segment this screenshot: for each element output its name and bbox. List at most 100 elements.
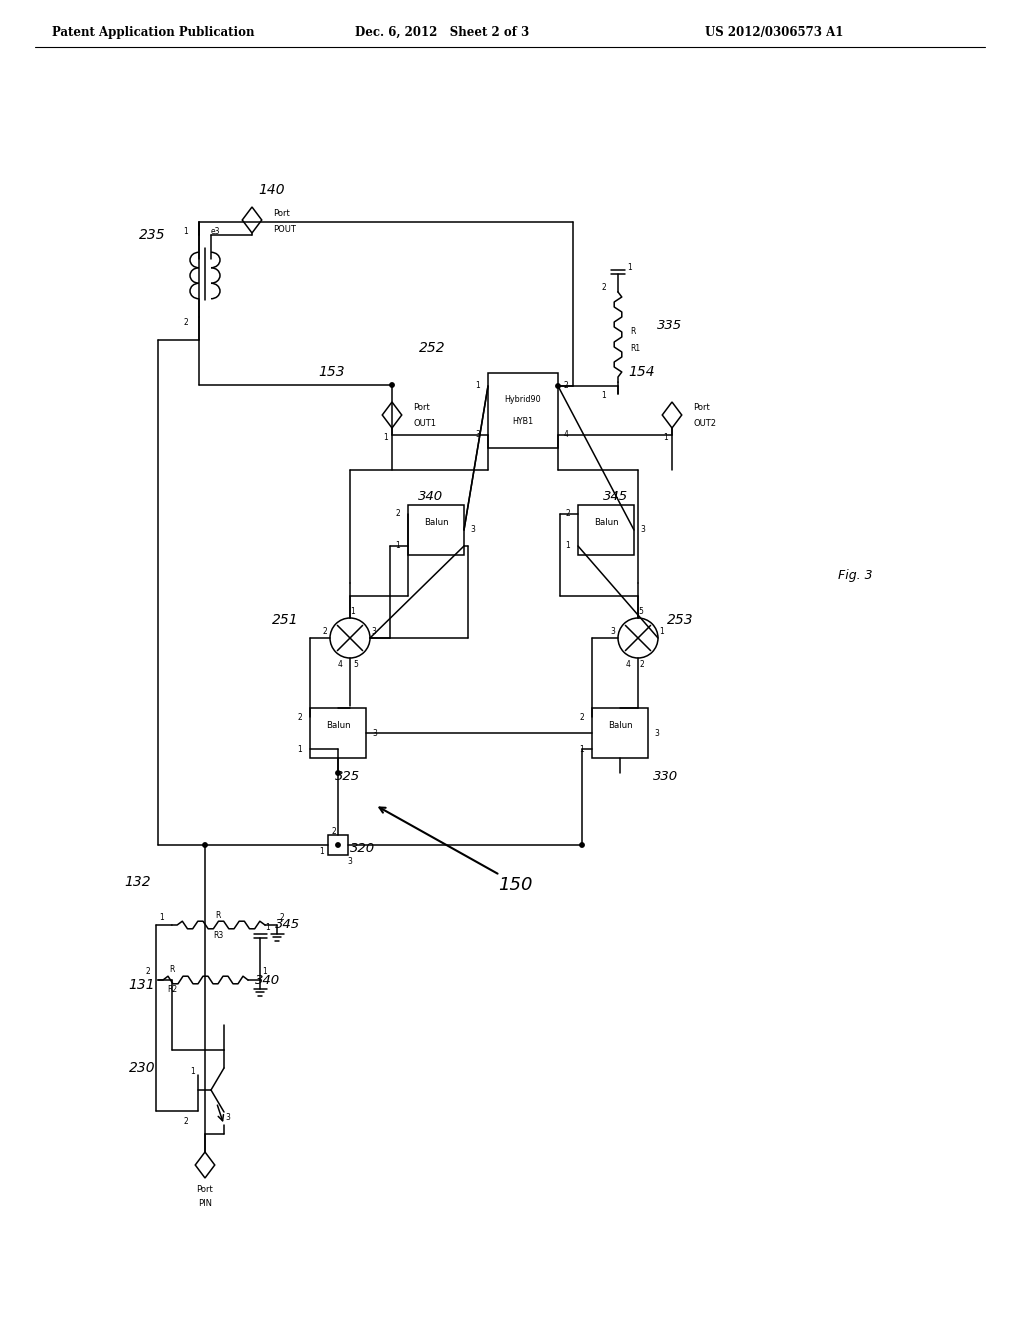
Text: 345: 345 bbox=[603, 491, 629, 503]
Text: Dec. 6, 2012   Sheet 2 of 3: Dec. 6, 2012 Sheet 2 of 3 bbox=[355, 26, 529, 40]
Text: 1: 1 bbox=[265, 924, 270, 932]
Text: 2: 2 bbox=[280, 912, 285, 921]
Text: 1: 1 bbox=[664, 433, 669, 441]
Bar bbox=[578, 506, 634, 554]
Circle shape bbox=[580, 842, 585, 847]
Text: 1: 1 bbox=[319, 846, 324, 855]
Text: R: R bbox=[215, 911, 221, 920]
Text: OUT1: OUT1 bbox=[413, 420, 436, 429]
Text: 1: 1 bbox=[395, 541, 400, 550]
Text: 3: 3 bbox=[372, 729, 377, 738]
Text: 2: 2 bbox=[601, 282, 606, 292]
Text: Port: Port bbox=[413, 404, 430, 412]
Text: e3: e3 bbox=[210, 227, 220, 235]
Text: HYB1: HYB1 bbox=[512, 417, 534, 426]
Text: 3: 3 bbox=[475, 430, 480, 440]
Text: 5: 5 bbox=[353, 660, 358, 669]
Text: 1: 1 bbox=[601, 392, 606, 400]
Text: 4: 4 bbox=[564, 430, 569, 440]
Text: 140: 140 bbox=[259, 183, 286, 197]
Text: 230: 230 bbox=[129, 1061, 156, 1074]
Text: 1: 1 bbox=[384, 433, 388, 441]
Text: 3: 3 bbox=[654, 729, 658, 738]
Text: 3: 3 bbox=[640, 525, 645, 535]
Text: 235: 235 bbox=[138, 228, 165, 242]
Text: R1: R1 bbox=[630, 345, 640, 354]
Text: 2: 2 bbox=[564, 381, 568, 391]
Text: 252: 252 bbox=[419, 341, 445, 355]
Text: PIN: PIN bbox=[198, 1199, 212, 1208]
Text: R3: R3 bbox=[213, 931, 223, 940]
Text: 3: 3 bbox=[225, 1114, 230, 1122]
Text: 2: 2 bbox=[297, 713, 302, 722]
Text: 3: 3 bbox=[610, 627, 615, 636]
Text: Hybrid90: Hybrid90 bbox=[505, 395, 542, 404]
Text: 325: 325 bbox=[336, 770, 360, 783]
Text: 2: 2 bbox=[183, 1118, 188, 1126]
Bar bbox=[310, 708, 366, 758]
Circle shape bbox=[390, 383, 394, 387]
Text: 150: 150 bbox=[498, 876, 532, 894]
Text: Balun: Balun bbox=[594, 517, 618, 527]
Text: 1: 1 bbox=[628, 263, 633, 272]
Text: 4: 4 bbox=[626, 660, 631, 669]
Text: Port: Port bbox=[273, 209, 290, 218]
Text: 2: 2 bbox=[580, 713, 584, 722]
Text: R: R bbox=[630, 327, 635, 337]
Text: 5: 5 bbox=[639, 607, 643, 616]
Text: 330: 330 bbox=[653, 770, 679, 783]
Text: OUT2: OUT2 bbox=[693, 420, 716, 429]
Text: Balun: Balun bbox=[326, 721, 350, 730]
Text: 251: 251 bbox=[271, 612, 298, 627]
Text: 154: 154 bbox=[629, 366, 655, 379]
Bar bbox=[408, 506, 464, 554]
Bar bbox=[488, 374, 558, 447]
Text: 1: 1 bbox=[350, 607, 355, 616]
Text: 253: 253 bbox=[667, 612, 693, 627]
Text: 2: 2 bbox=[145, 968, 151, 977]
Text: 2: 2 bbox=[332, 826, 336, 836]
Text: Patent Application Publication: Patent Application Publication bbox=[52, 26, 255, 40]
Text: 131: 131 bbox=[129, 978, 156, 993]
Text: POUT: POUT bbox=[273, 224, 296, 234]
Text: 1: 1 bbox=[565, 541, 570, 550]
Text: Port: Port bbox=[197, 1184, 213, 1193]
Text: 340: 340 bbox=[255, 974, 281, 986]
Text: 1: 1 bbox=[475, 381, 480, 391]
Text: 1: 1 bbox=[580, 744, 584, 754]
Text: 1: 1 bbox=[190, 1068, 196, 1077]
Text: 1: 1 bbox=[659, 627, 665, 636]
Text: 2: 2 bbox=[323, 627, 328, 636]
Circle shape bbox=[556, 384, 560, 388]
Text: Balun: Balun bbox=[607, 721, 632, 730]
Text: 2: 2 bbox=[565, 510, 570, 519]
Text: 340: 340 bbox=[419, 491, 443, 503]
Text: Port: Port bbox=[693, 404, 710, 412]
Text: 2: 2 bbox=[640, 660, 644, 669]
Text: 132: 132 bbox=[125, 875, 152, 888]
Text: 2: 2 bbox=[183, 318, 188, 326]
Bar bbox=[328, 836, 348, 855]
Text: Fig. 3: Fig. 3 bbox=[838, 569, 872, 582]
Text: 1: 1 bbox=[297, 744, 302, 754]
Text: 4: 4 bbox=[338, 660, 342, 669]
Text: R: R bbox=[169, 965, 175, 974]
Text: 320: 320 bbox=[350, 842, 376, 855]
Circle shape bbox=[336, 842, 340, 847]
Text: 2: 2 bbox=[395, 510, 400, 519]
Text: 153: 153 bbox=[318, 366, 345, 379]
Text: R2: R2 bbox=[167, 986, 177, 994]
Bar bbox=[592, 708, 648, 758]
Text: 1: 1 bbox=[262, 968, 267, 977]
Text: US 2012/0306573 A1: US 2012/0306573 A1 bbox=[705, 26, 844, 40]
Text: 1: 1 bbox=[183, 227, 188, 235]
Circle shape bbox=[203, 842, 207, 847]
Circle shape bbox=[336, 771, 340, 775]
Text: Balun: Balun bbox=[424, 517, 449, 527]
Text: 3: 3 bbox=[372, 627, 377, 636]
Text: 345: 345 bbox=[275, 919, 301, 932]
Text: 3: 3 bbox=[470, 525, 475, 535]
Text: 335: 335 bbox=[657, 318, 683, 331]
Text: 3: 3 bbox=[347, 857, 352, 866]
Text: 1: 1 bbox=[160, 912, 165, 921]
